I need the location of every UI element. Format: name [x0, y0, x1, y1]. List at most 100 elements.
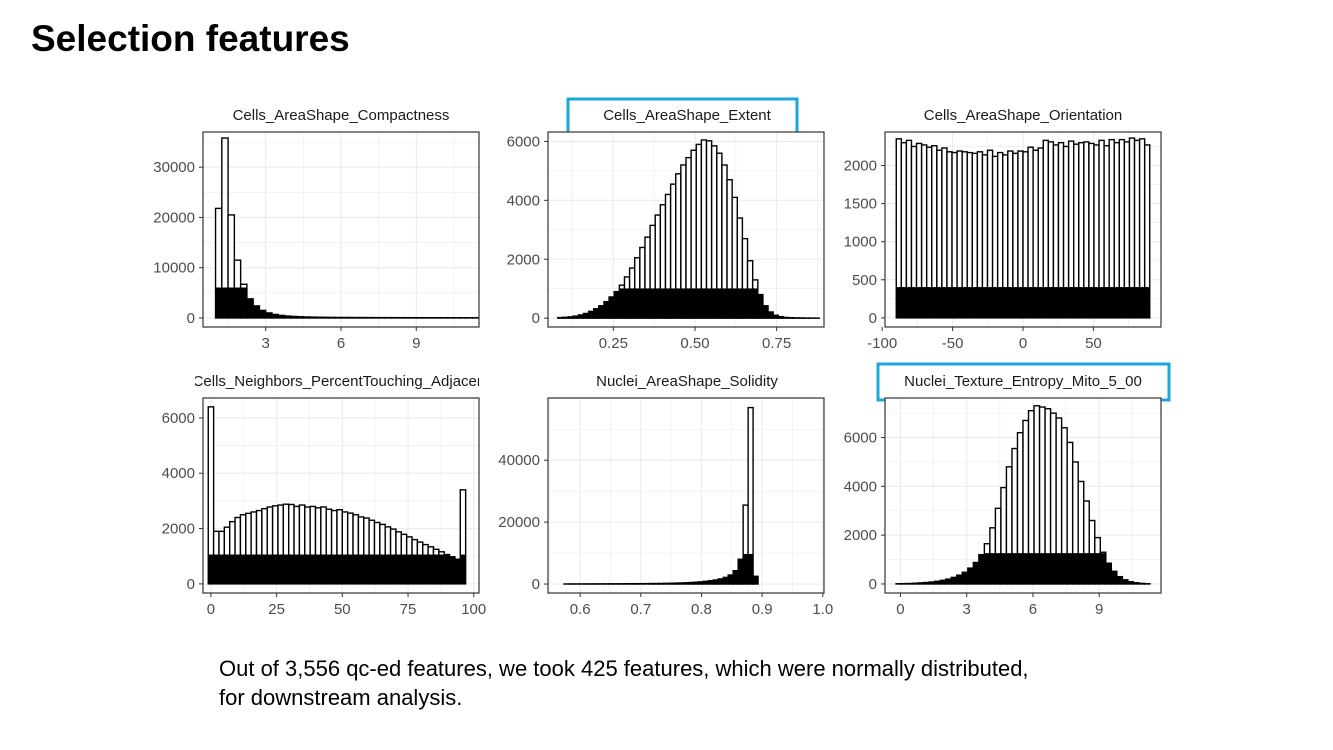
inner-bar [1088, 553, 1096, 585]
inner-bar [783, 317, 789, 319]
x-tick-label: 0 [1019, 335, 1027, 352]
inner-bar [644, 288, 651, 319]
inner-bar [992, 287, 998, 319]
inner-bar [315, 554, 322, 585]
inner-bar [252, 305, 260, 319]
inner-bar [912, 582, 919, 585]
inner-bar [1017, 287, 1024, 319]
inner-bar [1000, 553, 1007, 585]
inner-bar [1139, 287, 1145, 319]
inner-bar [245, 554, 252, 585]
inner-bar [1122, 579, 1129, 585]
panel-title: Cells_Neighbors_PercentTouching_Adjacent [193, 373, 491, 390]
x-tick-label: 75 [400, 601, 417, 618]
inner-bar [678, 582, 684, 585]
x-tick-label: 25 [268, 601, 285, 618]
inner-bar [698, 581, 704, 585]
histogram-panel: Cells_AreaShape_Compactness 3 6 9 0 10000 2000… [153, 107, 480, 352]
inner-bar [1022, 553, 1029, 585]
inner-bar [1058, 287, 1064, 319]
inner-bar [1006, 553, 1013, 585]
inner-bar [742, 554, 749, 585]
bars [895, 405, 1151, 585]
x-tick-label: 0.7 [630, 601, 651, 618]
inner-bar [296, 316, 304, 319]
inner-bar [984, 553, 991, 585]
inner-bar [732, 570, 739, 585]
inner-bar [1055, 553, 1062, 585]
inner-bar [1066, 553, 1073, 585]
inner-bar [608, 296, 615, 319]
inner-bar [1063, 287, 1069, 319]
y-tick-label: 0 [532, 310, 540, 327]
inner-bar [1134, 287, 1140, 319]
x-tick-label: 3 [963, 601, 971, 618]
y-tick-label: 2000 [162, 521, 195, 538]
inner-bar [1088, 287, 1095, 319]
panel-border [547, 131, 825, 328]
inner-bar [624, 288, 630, 319]
inner-bar [722, 577, 729, 585]
inner-bar [433, 554, 440, 585]
bars [207, 406, 467, 585]
inner-bar [695, 288, 702, 319]
inner-bar [395, 554, 402, 585]
inner-bar [363, 554, 370, 585]
caption-line-1: Out of 3,556 qc-ed features, we took 425… [219, 656, 1029, 681]
inner-bar [229, 554, 236, 585]
inner-bar [945, 578, 952, 585]
inner-bar [240, 554, 247, 585]
inner-bar [593, 308, 600, 319]
inner-bar [1129, 287, 1135, 319]
x-tick-label: 0.8 [691, 601, 712, 618]
inner-bar [1094, 553, 1101, 585]
bars [214, 137, 479, 319]
inner-bar [309, 316, 317, 319]
inner-bar [762, 305, 769, 319]
inner-bar [703, 581, 709, 585]
inner-bar [1017, 553, 1024, 585]
inner-bar [680, 288, 687, 319]
slide-title: Selection features [31, 18, 350, 59]
histogram-panel: Nuclei_AreaShape_Solidity 0.6 0.7 0.8 0.9 1.0… [498, 373, 833, 618]
inner-bar [304, 554, 311, 585]
inner-bar [459, 554, 466, 585]
inner-bar [1073, 287, 1080, 319]
inner-bar [966, 287, 973, 319]
inner-bar [1033, 553, 1040, 585]
inner-bar [956, 574, 963, 585]
inner-bar [384, 554, 391, 585]
inner-bar [923, 582, 930, 585]
inner-bar [747, 554, 754, 585]
inner-bar [234, 554, 241, 585]
inner-bar [721, 288, 728, 319]
y-tick-label: 2000 [844, 527, 877, 544]
inner-bar [227, 287, 235, 319]
y-tick-label: 0 [187, 576, 195, 593]
inner-bar [315, 316, 323, 319]
inner-bar [288, 554, 295, 585]
inner-bar [895, 287, 902, 319]
x-tick-label: -50 [942, 335, 964, 352]
inner-bar [246, 298, 254, 319]
inner-bar [449, 556, 456, 585]
inner-bar [731, 288, 738, 319]
inner-bar [663, 583, 669, 585]
inner-bar [654, 288, 661, 319]
inner-bar [1011, 553, 1018, 585]
y-tick-label: 6000 [162, 410, 195, 427]
inner-bar [701, 288, 707, 319]
inner-bar [1022, 287, 1029, 319]
panel-title: Nuclei_AreaShape_Solidity [596, 373, 778, 390]
inner-bar [1099, 553, 1107, 585]
inner-bar [283, 554, 289, 585]
inner-bar [613, 291, 620, 319]
inner-bar [982, 287, 988, 319]
inner-bar [427, 554, 434, 585]
inner-bar [321, 317, 329, 319]
inner-bar [221, 287, 229, 319]
inner-bar [578, 314, 584, 319]
inner-bar [1028, 553, 1035, 585]
inner-bar [284, 315, 292, 319]
inner-bar [1108, 287, 1115, 319]
